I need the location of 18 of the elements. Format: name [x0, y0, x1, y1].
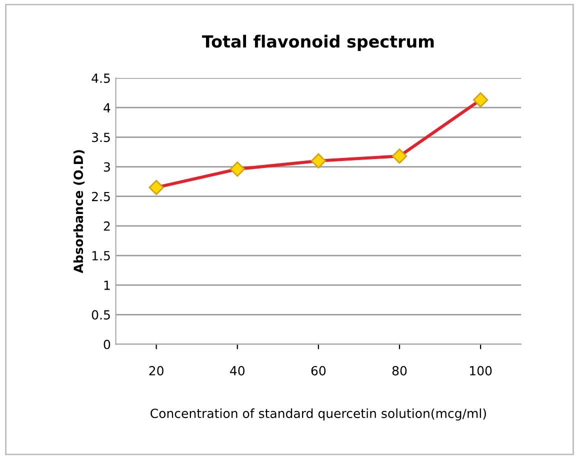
y-tick-label: 4 [104, 103, 110, 112]
x-tick-label: 100 [470, 366, 492, 376]
x-tick-label: 40 [230, 366, 245, 376]
y-tick-label: 1.5 [92, 251, 110, 260]
y-tick-label: 2.5 [92, 192, 110, 202]
y-tick-label: 1 [104, 280, 110, 290]
y-tick-label: 3.5 [92, 132, 110, 142]
y-tick-label: 0.5 [92, 310, 110, 320]
x-tick-label: 80 [392, 366, 407, 376]
y-tick-label: 2 [104, 221, 110, 231]
y-tick-label: 4.5 [92, 74, 110, 83]
x-tick-label: 60 [311, 366, 326, 376]
chart-title: Total flavonoid spectrum [202, 34, 434, 51]
x-axis-title: Concentration of standard quercetin solution(mcg/ml) [150, 408, 486, 421]
y-axis-title: Absorbance (O.D) [73, 150, 85, 274]
y-tick-label: 3 [104, 162, 110, 172]
y-tick-label: 0 [104, 340, 110, 350]
x-tick-label: 20 [149, 366, 164, 376]
